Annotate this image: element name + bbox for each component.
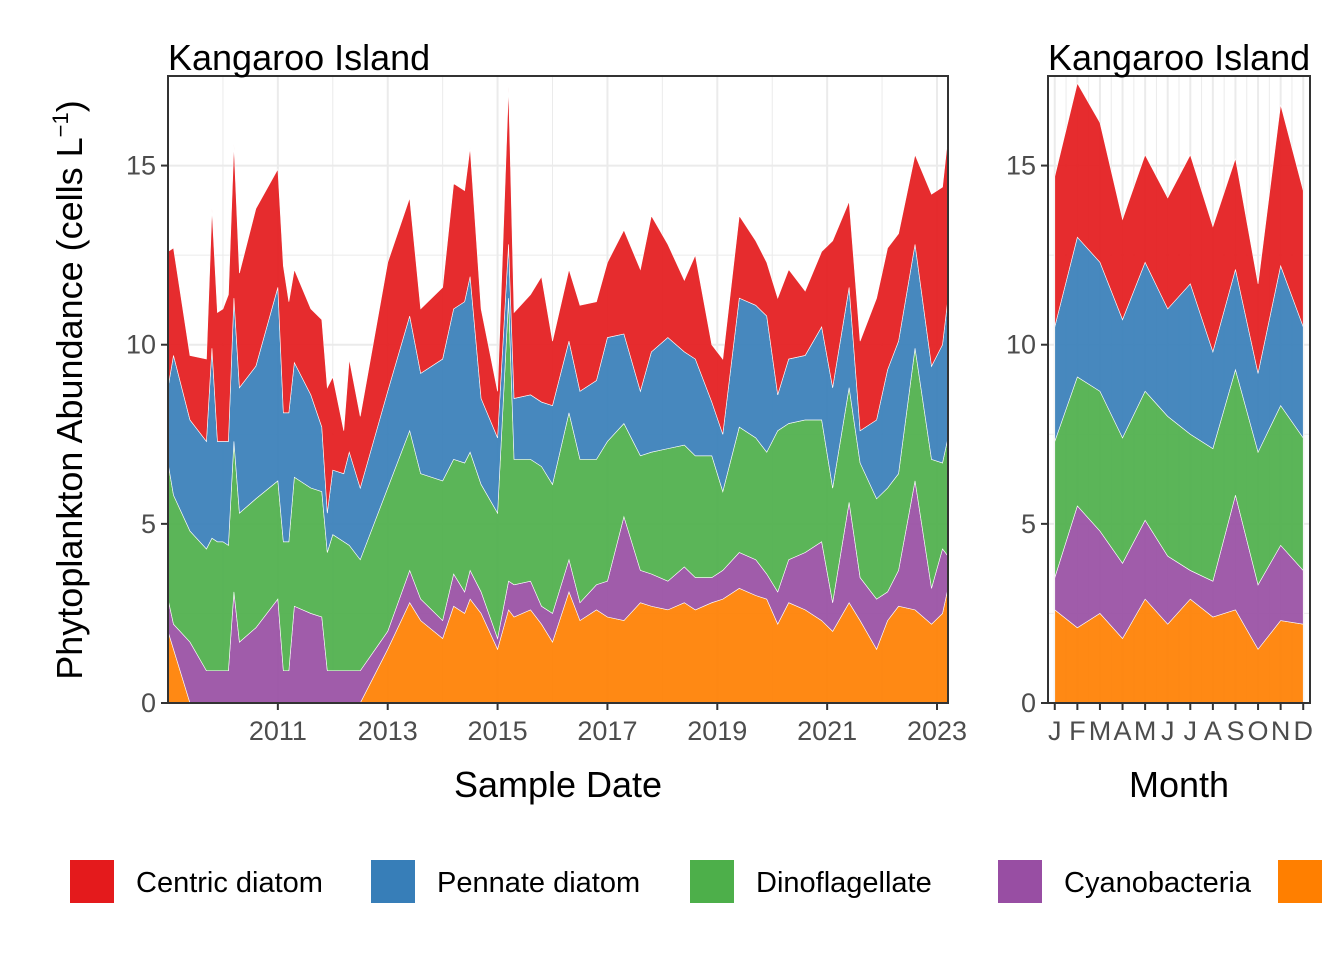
main-panel: 0 5 10 15 2011 2013 2015 2017 2019 2021 2023 Kangar… <box>126 37 967 805</box>
stacked-areas <box>1054 82 1304 703</box>
panel-title: Kangaroo Island <box>1048 37 1310 78</box>
legend-item: Pennate diatom <box>371 860 640 903</box>
x-tick-label: 2017 <box>577 716 637 746</box>
y-axis-title-end: ) <box>49 100 90 112</box>
panel-border <box>1047 75 1311 704</box>
legend-swatch <box>70 860 114 903</box>
legend-item: Centric diatom <box>70 860 323 903</box>
y-tick-label: 10 <box>1006 330 1036 360</box>
legend-item: Dinoflagellate <box>690 860 932 903</box>
y-axis-title: Phytoplankton Abundance (cells L−1) <box>48 100 90 679</box>
legend: Centric diatom Pennate diatom Dinoflagella… <box>70 860 1322 903</box>
x-tick-label: J <box>1048 716 1062 746</box>
legend-item: Cyanobacteria <box>998 860 1252 903</box>
y-tick-label: 15 <box>1006 151 1036 181</box>
x-tick-label: F <box>1069 716 1086 746</box>
y-axis-title-sup: −1 <box>48 112 73 137</box>
legend-label: Centric diatom <box>136 867 323 899</box>
x-tick-label: M <box>1089 716 1112 746</box>
legend-swatch <box>690 860 734 903</box>
y-tick-label: 15 <box>126 151 156 181</box>
y-tick-label: 10 <box>126 330 156 360</box>
x-tick-label: O <box>1248 716 1269 746</box>
legend-swatch <box>998 860 1042 903</box>
area-series-centric-diatom <box>1054 82 1304 374</box>
x-tick-label: A <box>1204 716 1222 746</box>
x-tick-label: 2015 <box>468 716 528 746</box>
legend-item <box>1278 860 1322 903</box>
x-axis-title: Sample Date <box>454 764 662 805</box>
legend-swatch <box>371 860 415 903</box>
legend-label: Pennate diatom <box>437 867 640 899</box>
x-tick-label: 2011 <box>249 716 307 746</box>
x-tick-label: 2019 <box>687 716 747 746</box>
area-series-centric-diatom <box>168 86 948 514</box>
legend-label: Dinoflagellate <box>756 867 932 899</box>
y-tick-label: 0 <box>1021 688 1036 718</box>
x-tick-label: M <box>1134 716 1157 746</box>
legend-swatch <box>1278 860 1322 903</box>
svg-text:Phytoplankton Abundance (cells: Phytoplankton Abundance (cells L−1) <box>48 100 90 679</box>
x-axis-title: Month <box>1129 764 1229 805</box>
x-tick-label: D <box>1293 716 1313 746</box>
panel-title: Kangaroo Island <box>168 37 430 78</box>
x-tick-label: J <box>1161 716 1175 746</box>
y-tick-label: 5 <box>1021 509 1036 539</box>
y-axis-title-main: Phytoplankton Abundance (cells L <box>49 137 90 679</box>
x-tick-label: 2013 <box>358 716 418 746</box>
x-tick-label: 2021 <box>797 716 857 746</box>
panel-border <box>167 75 949 704</box>
y-tick-label: 0 <box>141 688 156 718</box>
stacked-areas <box>168 86 948 703</box>
x-tick-label: S <box>1226 716 1244 746</box>
x-tick-label: J <box>1184 716 1198 746</box>
y-tick-label: 5 <box>141 509 156 539</box>
x-tick-label: N <box>1271 716 1291 746</box>
x-tick-label: A <box>1114 716 1132 746</box>
x-tick-label: 2023 <box>907 716 967 746</box>
legend-label: Cyanobacteria <box>1064 867 1252 899</box>
